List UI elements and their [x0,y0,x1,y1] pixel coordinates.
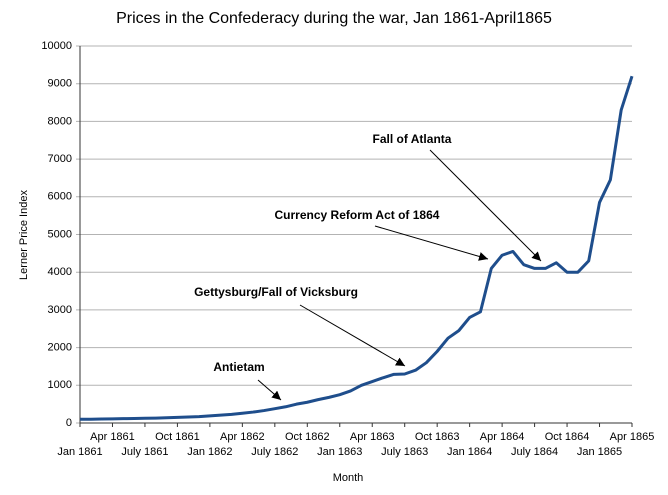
x-tick-label: July 1864 [511,446,558,458]
y-tick-label: 9000 [48,78,72,90]
chart-title: Prices in the Confederacy during the war… [116,10,552,27]
x-tick-label: July 1862 [251,446,298,458]
x-tick-label: July 1863 [381,446,428,458]
y-tick-label: 1000 [48,379,72,391]
x-axis-label: Month [333,472,364,484]
x-tick-label: Apr 1864 [480,431,525,443]
y-tick-label: 3000 [48,304,72,316]
x-tick-label: Apr 1863 [350,431,395,443]
annotation-arrow [429,149,542,262]
x-tick-label: Oct 1861 [155,431,200,443]
data-line [80,75,634,421]
annotation: Antietam [213,360,264,374]
y-tick-label: 10000 [41,40,72,52]
x-tick-label: Apr 1862 [220,431,265,443]
y-tick-label: 8000 [48,115,72,127]
plot-area: 0 1000 2000 3000 4000 5000 6000 7000 8000 9000 100… [41,40,654,458]
x-tick-label: Jan 1865 [577,446,622,458]
x-tick-label: Jan 1864 [447,446,492,458]
x-tick-label: Apr 1861 [90,431,135,443]
annotation-arrow [299,304,406,367]
y-tick-label: 7000 [48,153,72,165]
x-tick-label: Jan 1862 [187,446,232,458]
annotation-arrow [257,379,282,401]
x-tick-label: Jan 1861 [57,446,102,458]
y-tick-label: 2000 [48,342,72,354]
annotation: Fall of Atlanta [373,132,452,146]
x-tick-label: Oct 1863 [415,431,460,443]
y-tick-label: 0 [66,417,72,429]
x-tick-label: Apr 1865 [610,431,655,443]
y-tick-label: 4000 [48,266,72,278]
annotation: Currency Reform Act of 1864 [275,208,440,222]
x-tick-label: Oct 1862 [285,431,330,443]
x-tick-label: Jan 1863 [317,446,362,458]
y-tick-label: 5000 [48,228,72,240]
annotation-arrow [374,225,489,261]
x-tick-label: July 1861 [121,446,168,458]
y-axis-label: Lerner Price Index [18,190,30,280]
y-tick-label: 6000 [48,191,72,203]
x-tick-label: Oct 1864 [545,431,590,443]
annotation: Gettysburg/Fall of Vicksburg [194,285,358,299]
